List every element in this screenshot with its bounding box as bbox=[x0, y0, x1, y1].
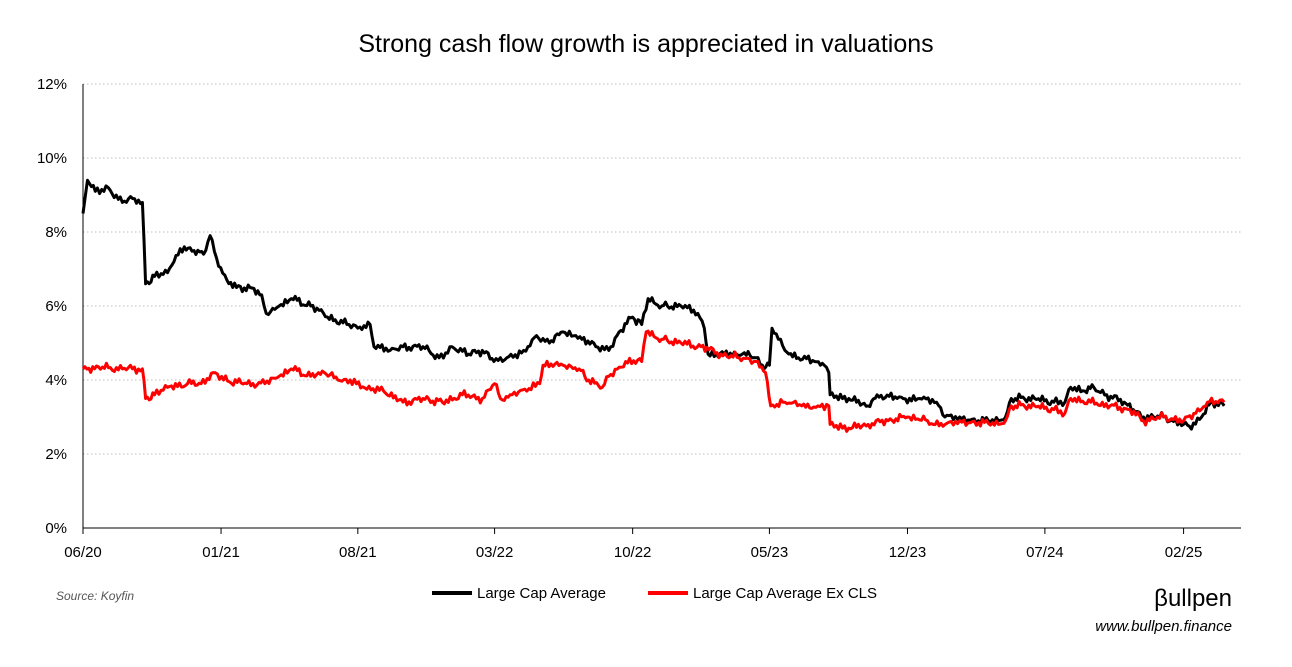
brand-website: www.bullpen.finance bbox=[1095, 618, 1232, 635]
chart-title: Strong cash flow growth is appreciated i… bbox=[358, 30, 933, 58]
x-tick-label: 01/21 bbox=[202, 544, 240, 561]
y-tick-label: 6% bbox=[45, 298, 67, 315]
y-tick-label: 8% bbox=[45, 224, 67, 241]
x-tick-label: 05/23 bbox=[751, 544, 789, 561]
y-axis-tick-labels: 0% 2% 4% 6% 8% 10% 12% bbox=[37, 76, 67, 537]
brand-logo: βullpen bbox=[1154, 585, 1232, 612]
series-line bbox=[81, 329, 1226, 433]
x-tick-label: 07/24 bbox=[1026, 544, 1064, 561]
legend-label: Large Cap Average bbox=[477, 585, 606, 602]
series-lines bbox=[81, 178, 1226, 433]
y-tick-label: 2% bbox=[45, 446, 67, 463]
x-tick-label: 08/21 bbox=[339, 544, 377, 561]
legend: Large Cap Average Large Cap Average Ex CL… bbox=[432, 585, 877, 602]
gridlines bbox=[83, 83, 1241, 455]
y-tick-label: 10% bbox=[37, 150, 67, 167]
legend-label: Large Cap Average Ex CLS bbox=[693, 585, 877, 602]
x-axis-tick-labels: 06/20 01/21 08/21 03/22 10/22 05/23 12/23 07/24… bbox=[64, 544, 1202, 561]
x-tick-label: 06/20 bbox=[64, 544, 102, 561]
x-tick-label: 10/22 bbox=[614, 544, 652, 561]
axes bbox=[82, 84, 1241, 534]
x-tick-label: 12/23 bbox=[889, 544, 927, 561]
series-line bbox=[81, 178, 1226, 431]
y-tick-label: 0% bbox=[45, 520, 67, 537]
x-tick-label: 02/25 bbox=[1165, 544, 1203, 561]
y-tick-label: 4% bbox=[45, 372, 67, 389]
source-note: Source: Koyfin bbox=[56, 589, 134, 603]
x-tick-label: 03/22 bbox=[476, 544, 514, 561]
y-tick-label: 12% bbox=[37, 76, 67, 93]
